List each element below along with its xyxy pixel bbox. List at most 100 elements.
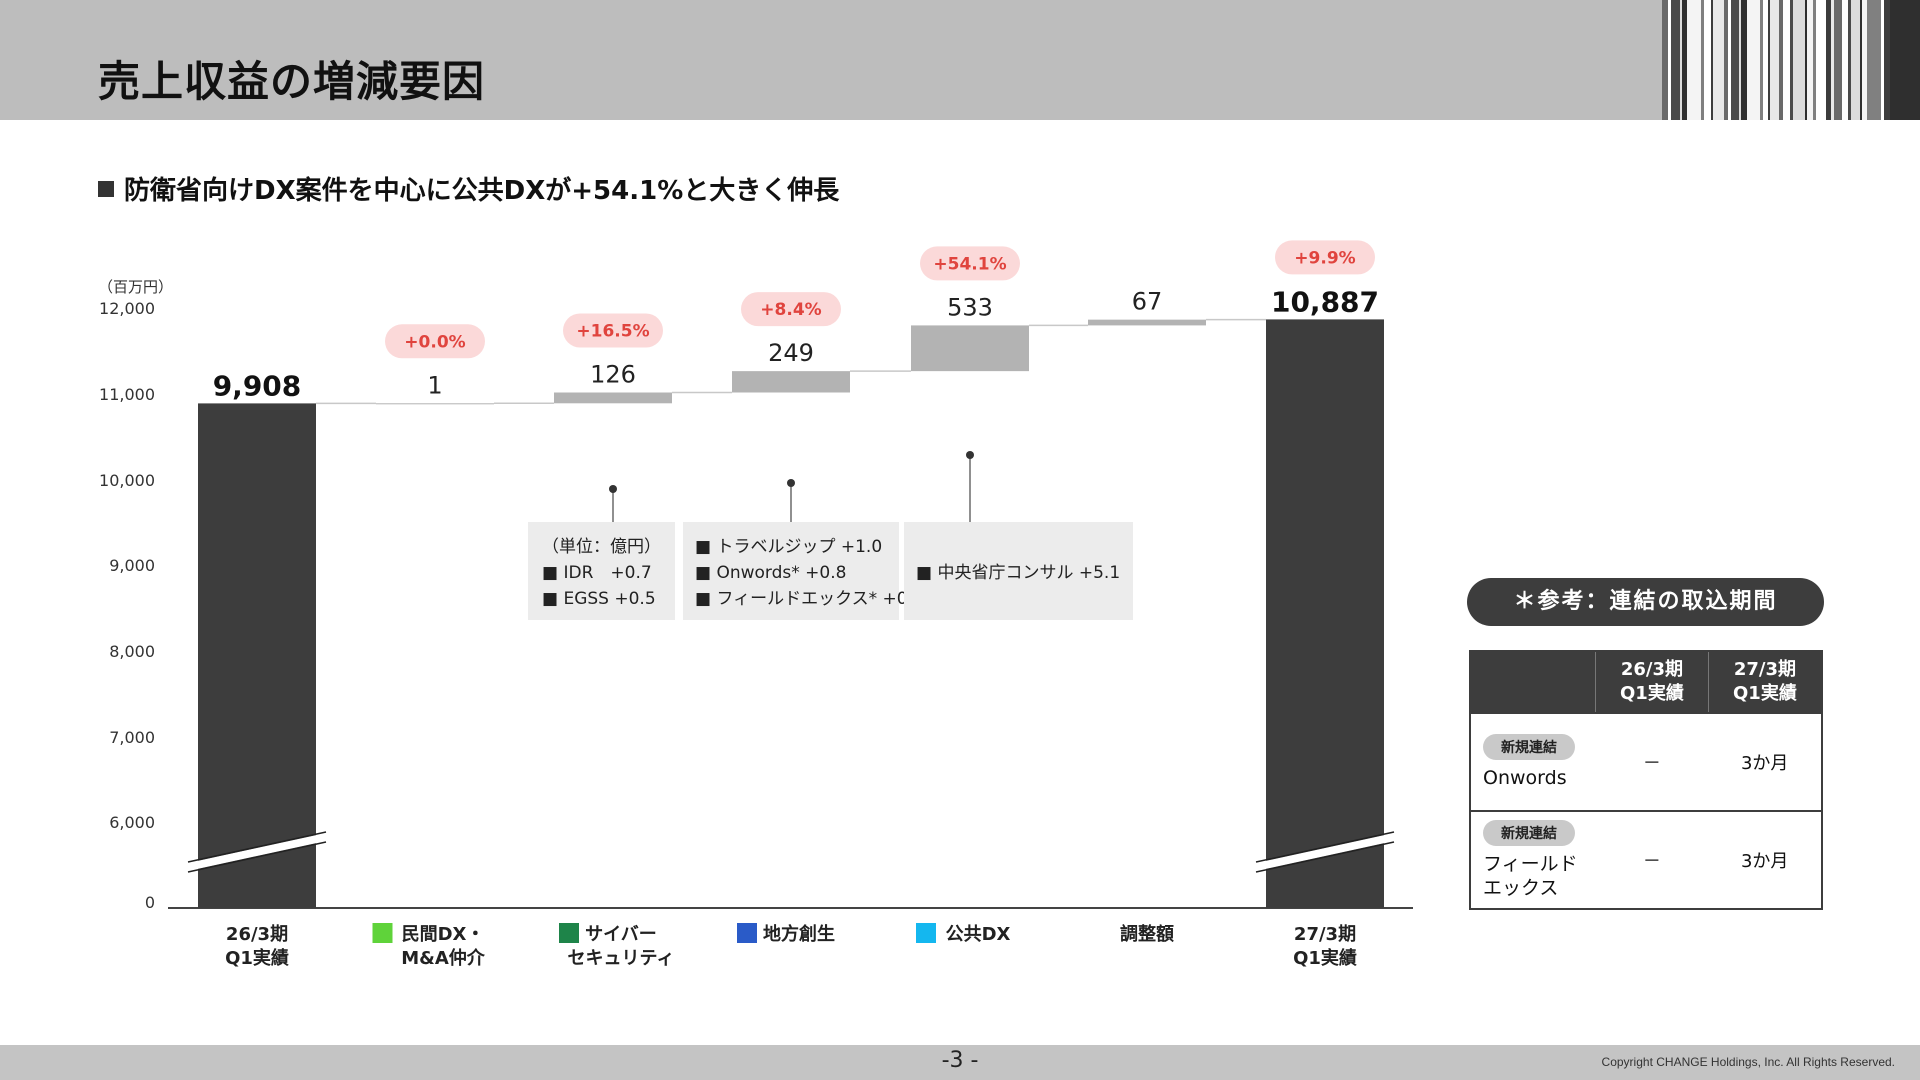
axis-break-gap (1256, 833, 1394, 871)
barcode-stripe (1741, 0, 1747, 120)
barcode-stripe (1813, 0, 1816, 120)
barcode-stripe (1747, 0, 1760, 120)
delta-bar (1088, 319, 1206, 326)
subtitle: 防衛省向けDX案件を中心に公共DXが+54.1%と大きく伸長 (98, 170, 839, 207)
reference-curr-value: 3か月 (1708, 810, 1822, 909)
barcode-stripe (1728, 0, 1731, 120)
category-swatch (372, 923, 393, 943)
barcode-stripe (1807, 0, 1813, 120)
new-consolidation-tag: 新規連結 (1483, 734, 1575, 760)
category-label: 地方創生 (737, 923, 835, 945)
category-label-text: M&A仲介 (401, 947, 486, 969)
axis-break-line (187, 841, 327, 873)
category-swatch (916, 923, 936, 943)
reference-table: 26/3期 Q1実績 27/3期 Q1実績 新規連結 Onwords － 3か月 新… (1469, 650, 1823, 910)
barcode-stripe (1816, 0, 1826, 120)
header-bar: 売上収益の増減要因 (0, 0, 1920, 120)
barcode-stripe (1770, 0, 1779, 120)
barcode-stripe (1890, 0, 1920, 120)
callout-box (904, 522, 1133, 620)
growth-pill-label: +8.4% (760, 300, 821, 320)
y-tick-label: 12,000 (99, 299, 155, 318)
barcode-stripe (1842, 0, 1848, 120)
axis-break-line (187, 831, 327, 863)
barcode-stripe (1783, 0, 1790, 120)
growth-pill-label: +9.9% (1294, 248, 1355, 268)
growth-pill-label: +54.1% (933, 254, 1006, 274)
y-tick-label: 8,000 (109, 642, 155, 661)
category-label-text: Q1実績 (1293, 947, 1357, 969)
reference-header-curr-label: 27/3期 Q1実績 (1733, 659, 1797, 704)
category-label-text: 公共DX (946, 924, 1011, 945)
bar-value-label: 533 (947, 293, 993, 321)
barcode-stripe (1739, 0, 1741, 120)
axis-break-line (1255, 831, 1395, 863)
reference-curr-value: 3か月 (1708, 712, 1822, 811)
barcode-stripe (1884, 0, 1891, 120)
barcode-stripe (1834, 0, 1842, 120)
growth-pill (385, 324, 485, 359)
company-name: Onwords (1483, 767, 1567, 789)
category-label-text: 27/3期 (1294, 924, 1356, 945)
barcode-stripe (1671, 0, 1680, 120)
growth-pill (563, 313, 663, 348)
barcode-stripe (1763, 0, 1768, 120)
bar-value-label: 9,908 (213, 369, 302, 402)
category-label-text: 調整額 (1120, 923, 1174, 945)
bar-value-label: 1 (427, 371, 442, 399)
growth-pill-label: +0.0% (404, 332, 465, 352)
delta-bar (911, 325, 1029, 372)
bar-value-label: 10,887 (1271, 285, 1379, 318)
callout-leader-dot (787, 479, 795, 487)
barcode-stripe (1680, 0, 1682, 120)
reference-row: 新規連結 フィールド エックス － 3か月 (1470, 810, 1822, 909)
barcode-stripe (1831, 0, 1834, 120)
category-swatch (737, 923, 757, 943)
company-name: フィールド エックス (1483, 853, 1578, 899)
barcode-stripe (1881, 0, 1884, 120)
callout-text: ■ EGSS +0.5 (542, 589, 656, 609)
reference-prev-value: － (1595, 810, 1709, 909)
y-axis-unit: （百万円） (98, 278, 173, 296)
barcode-stripe (1704, 0, 1711, 120)
page-title: 売上収益の増減要因 (98, 57, 486, 106)
barcode-stripe (1851, 0, 1860, 120)
category-label: 民間DX・M&A仲介 (372, 923, 486, 969)
reference-header-blank (1470, 651, 1596, 713)
reference-header-row: 26/3期 Q1実績 27/3期 Q1実績 (1470, 651, 1822, 713)
y-tick-label: 9,000 (109, 556, 155, 575)
delta-bar (554, 392, 672, 404)
bar-value-label: 126 (590, 360, 636, 388)
copyright: Copyright CHANGE Holdings, Inc. All Righ… (1601, 1055, 1895, 1069)
category-label-text: Q1実績 (225, 947, 289, 969)
bar-value-label: 249 (768, 339, 814, 367)
barcode-stripe (1711, 0, 1713, 120)
subtitle-text: 防衛省向けDX案件を中心に公共DXが+54.1%と大きく伸長 (124, 176, 840, 206)
callout-box (528, 522, 675, 620)
category-label: 公共DX (916, 923, 1011, 945)
callout-leader-dot (966, 451, 974, 459)
barcode-stripe (1687, 0, 1701, 120)
square-bullet-icon (98, 181, 114, 197)
delta-bar (732, 371, 850, 393)
barcode-stripe (1790, 0, 1793, 120)
callout-box (683, 522, 899, 620)
growth-pill (741, 292, 841, 327)
total-bar (1266, 319, 1384, 908)
y-tick-label: 7,000 (109, 728, 155, 747)
category-swatch (559, 923, 579, 943)
reference-row-label: 新規連結 Onwords (1470, 712, 1596, 811)
callout-text: ■ フィールドエックス* +0.3 (695, 589, 924, 609)
category-label-text: 26/3期 (226, 924, 288, 945)
reference-prev-value: － (1595, 712, 1709, 811)
category-label-text: セキュリティ (568, 948, 675, 969)
barcode-stripe (1760, 0, 1763, 120)
barcode-stripe (1793, 0, 1805, 120)
reference-title: ＊参考：連結の取込期間 (1467, 578, 1824, 626)
callout-text: ■ 中央省庁コンサル +5.1 (916, 563, 1120, 583)
barcode-stripe (1862, 0, 1867, 120)
reference-header-prev: 26/3期 Q1実績 (1595, 651, 1709, 713)
barcode-stripe (1768, 0, 1770, 120)
